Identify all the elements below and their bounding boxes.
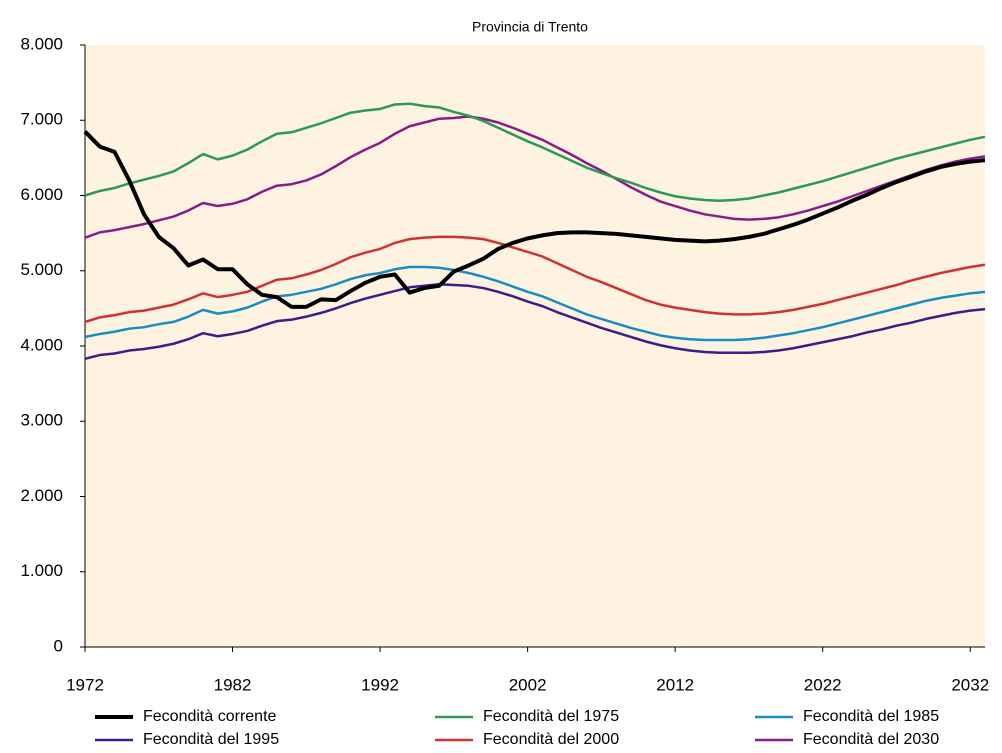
legend-label: Fecondità del 1995: [143, 731, 279, 748]
y-tick-label: 4.000: [20, 335, 63, 354]
series-line: [83, 130, 986, 309]
x-tick-label: 1972: [66, 675, 104, 694]
x-tick-label: 2022: [804, 675, 842, 694]
chart-title: Provincia di Trento: [472, 19, 588, 35]
x-tick-label: 2002: [509, 675, 547, 694]
y-tick-label: 6.000: [20, 185, 63, 204]
x-tick-label: 1982: [214, 675, 252, 694]
y-tick-label: 2.000: [20, 486, 63, 505]
y-tick-label: 1.000: [20, 561, 63, 580]
series-line: [84, 283, 986, 361]
legend-label: Fecondità del 1975: [483, 708, 619, 725]
legend-label: Fecondità del 1985: [803, 708, 939, 725]
legend-label: Fecondità del 2000: [483, 731, 619, 748]
legend-label: Fecondità corrente: [143, 708, 277, 725]
series-line: [84, 102, 986, 203]
x-tick-label: 2032: [951, 675, 989, 694]
y-tick-label: 0: [54, 636, 63, 655]
plot-area: [85, 45, 985, 647]
x-tick-label: 1992: [361, 675, 399, 694]
y-tick-label: 7.000: [20, 110, 63, 129]
x-tick-label: 2012: [656, 675, 694, 694]
series-line: [84, 115, 986, 239]
series-line: [84, 235, 986, 324]
legend-label: Fecondità del 2030: [803, 731, 939, 748]
y-tick-label: 3.000: [20, 411, 63, 430]
y-tick-label: 5.000: [20, 260, 63, 279]
y-tick-label: 8.000: [20, 34, 63, 53]
series-line: [84, 265, 986, 342]
